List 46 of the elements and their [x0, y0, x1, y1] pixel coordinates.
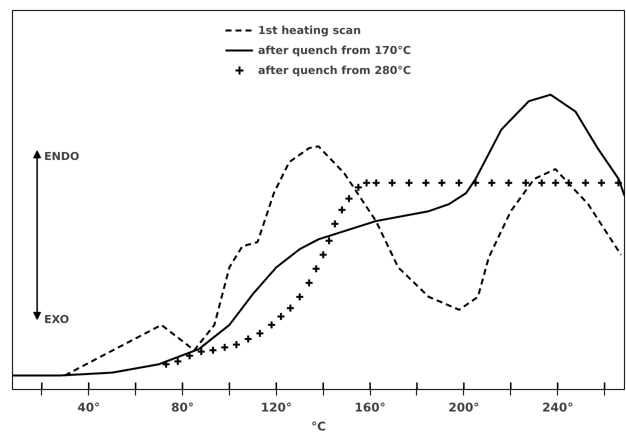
x-tick-label: 200° [448, 400, 480, 414]
x-tick-label: 160° [354, 400, 386, 414]
legend-label: after quench from 280°C [258, 64, 411, 76]
point [614, 178, 623, 188]
x-tick-label: 40° [77, 400, 100, 414]
point [581, 178, 590, 188]
point [551, 178, 560, 188]
point [208, 346, 218, 355]
point [471, 178, 480, 188]
point [504, 178, 514, 188]
point [295, 292, 304, 302]
point [286, 304, 295, 313]
point [344, 194, 354, 204]
point [521, 178, 530, 188]
point [330, 219, 340, 228]
point [437, 178, 446, 188]
x-tick-label: 120° [260, 400, 292, 414]
point [388, 178, 397, 188]
point [597, 178, 606, 188]
x-axis-title: °C [311, 420, 326, 434]
point [220, 342, 230, 352]
point [421, 178, 430, 188]
point [362, 178, 372, 188]
point [232, 340, 241, 350]
annotation: ENDO [44, 150, 80, 163]
point [318, 250, 328, 260]
point [537, 178, 546, 188]
legend-label: 1st heating scan [258, 24, 361, 36]
point [196, 347, 206, 356]
point [372, 178, 381, 188]
point [454, 178, 464, 188]
point [564, 178, 574, 188]
x-tick-label: 80° [171, 400, 194, 414]
point [487, 178, 496, 188]
point [354, 182, 363, 192]
point [267, 320, 276, 330]
point [304, 278, 314, 288]
legend-label: after quench from 170°C [258, 44, 411, 56]
point [337, 205, 346, 214]
point [324, 236, 334, 246]
x-tick-label: 240° [542, 400, 574, 414]
point [162, 360, 171, 369]
point [255, 328, 264, 338]
point [312, 264, 321, 274]
annotation: EXO [44, 312, 70, 326]
point [173, 356, 182, 366]
